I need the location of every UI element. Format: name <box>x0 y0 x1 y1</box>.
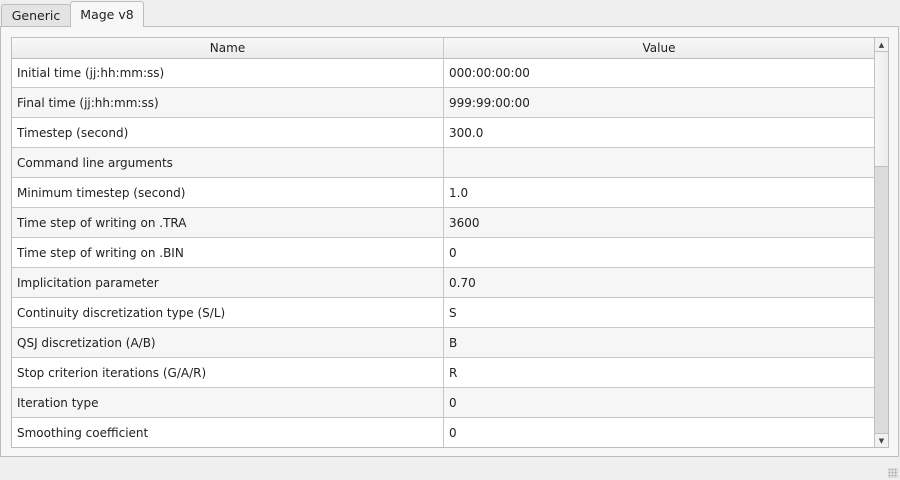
table-row[interactable]: Time step of writing on .BIN 0 <box>12 238 874 268</box>
table-row[interactable]: Command line arguments <box>12 148 874 178</box>
tab-generic[interactable]: Generic <box>1 4 71 26</box>
table-header: Name Value <box>12 38 874 59</box>
column-header-value[interactable]: Value <box>642 41 676 55</box>
table-row[interactable]: Continuity discretization type (S/L) S <box>12 298 874 328</box>
parameter-value[interactable]: 1.0 <box>449 185 469 200</box>
parameter-value[interactable]: 300.0 <box>449 125 484 140</box>
table-row[interactable]: QSJ discretization (A/B) B <box>12 328 874 358</box>
parameter-value[interactable]: 000:00:00:00 <box>449 65 530 80</box>
parameter-name: Implicitation parameter <box>12 268 444 297</box>
parameter-name: QSJ discretization (A/B) <box>12 328 444 357</box>
parameter-value[interactable]: 0.70 <box>449 275 476 290</box>
table-row[interactable]: Time step of writing on .TRA 3600 <box>12 208 874 238</box>
parameter-name: Minimum timestep (second) <box>12 178 444 207</box>
parameters-table: Name Value Initial time (jj:hh:mm:ss) 000… <box>11 37 889 448</box>
table-body: Initial time (jj:hh:mm:ss) 000:00:00:00 Fi… <box>12 58 874 447</box>
parameter-name: Continuity discretization type (S/L) <box>12 298 444 327</box>
parameter-value[interactable]: 0 <box>449 395 457 410</box>
scroll-down-arrow-icon[interactable]: ▼ <box>875 433 888 447</box>
table-row[interactable]: Implicitation parameter 0.70 <box>12 268 874 298</box>
parameter-name: Final time (jj:hh:mm:ss) <box>12 88 444 117</box>
table-row[interactable]: Final time (jj:hh:mm:ss) 999:99:00:00 <box>12 88 874 118</box>
parameter-value[interactable]: 0 <box>449 425 457 440</box>
table-row[interactable]: Stop criterion iterations (G/A/R) R <box>12 358 874 388</box>
table-row[interactable]: Iteration type 0 <box>12 388 874 418</box>
table-row[interactable]: Minimum timestep (second) 1.0 <box>12 178 874 208</box>
parameter-name: Smoothing coefficient <box>12 418 444 447</box>
parameter-value[interactable]: 3600 <box>449 215 480 230</box>
parameter-name: Iteration type <box>12 388 444 417</box>
parameter-name: Time step of writing on .TRA <box>12 208 444 237</box>
parameter-name: Timestep (second) <box>12 118 444 147</box>
parameter-value[interactable]: R <box>449 365 458 380</box>
table-row[interactable]: Timestep (second) 300.0 <box>12 118 874 148</box>
table-row[interactable]: Smoothing coefficient 0 <box>12 418 874 447</box>
parameter-name: Command line arguments <box>12 148 444 177</box>
parameter-value[interactable]: B <box>449 335 458 350</box>
scrollbar-thumb[interactable] <box>875 52 888 167</box>
parameter-value[interactable]: 0 <box>449 245 457 260</box>
column-header-name[interactable]: Name <box>12 38 444 58</box>
parameter-name: Stop criterion iterations (G/A/R) <box>12 358 444 387</box>
resize-grip-icon[interactable] <box>888 468 898 478</box>
parameter-value[interactable]: 999:99:00:00 <box>449 95 530 110</box>
table-row[interactable]: Initial time (jj:hh:mm:ss) 000:00:00:00 <box>12 58 874 88</box>
vertical-scrollbar[interactable]: ▲ ▼ <box>874 38 888 447</box>
parameter-value[interactable]: S <box>449 305 457 320</box>
parameter-name: Initial time (jj:hh:mm:ss) <box>12 58 444 87</box>
scroll-up-arrow-icon[interactable]: ▲ <box>875 38 888 52</box>
parameter-value[interactable] <box>444 148 874 177</box>
parameter-name: Time step of writing on .BIN <box>12 238 444 267</box>
tab-mage-v8[interactable]: Mage v8 <box>70 1 144 27</box>
